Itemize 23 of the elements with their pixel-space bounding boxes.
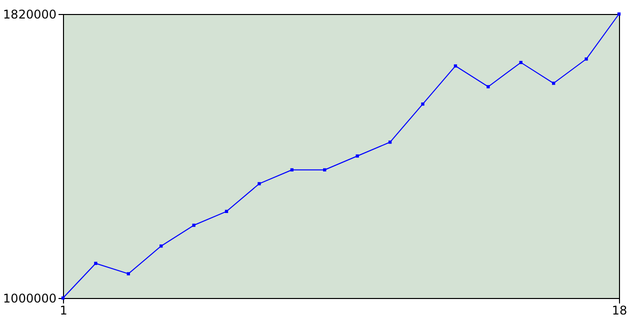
point <box>356 154 359 158</box>
point <box>421 102 424 106</box>
y-tick-label: 1000000 <box>3 292 56 306</box>
y-tick-label: 1820000 <box>3 8 56 22</box>
line-series <box>61 12 621 300</box>
point <box>552 82 556 85</box>
point <box>486 85 490 88</box>
point <box>617 12 621 16</box>
point <box>61 296 65 300</box>
point <box>258 182 261 186</box>
point <box>323 168 326 172</box>
point <box>192 224 196 227</box>
point <box>94 262 98 265</box>
x-tick-label: 18 <box>612 304 628 318</box>
x-tick-label: 1 <box>60 304 68 318</box>
point <box>519 60 522 64</box>
point <box>388 140 392 144</box>
point <box>126 272 130 276</box>
point <box>454 64 458 68</box>
point <box>224 210 228 213</box>
point <box>160 244 163 248</box>
point <box>290 168 294 172</box>
point <box>584 57 588 61</box>
